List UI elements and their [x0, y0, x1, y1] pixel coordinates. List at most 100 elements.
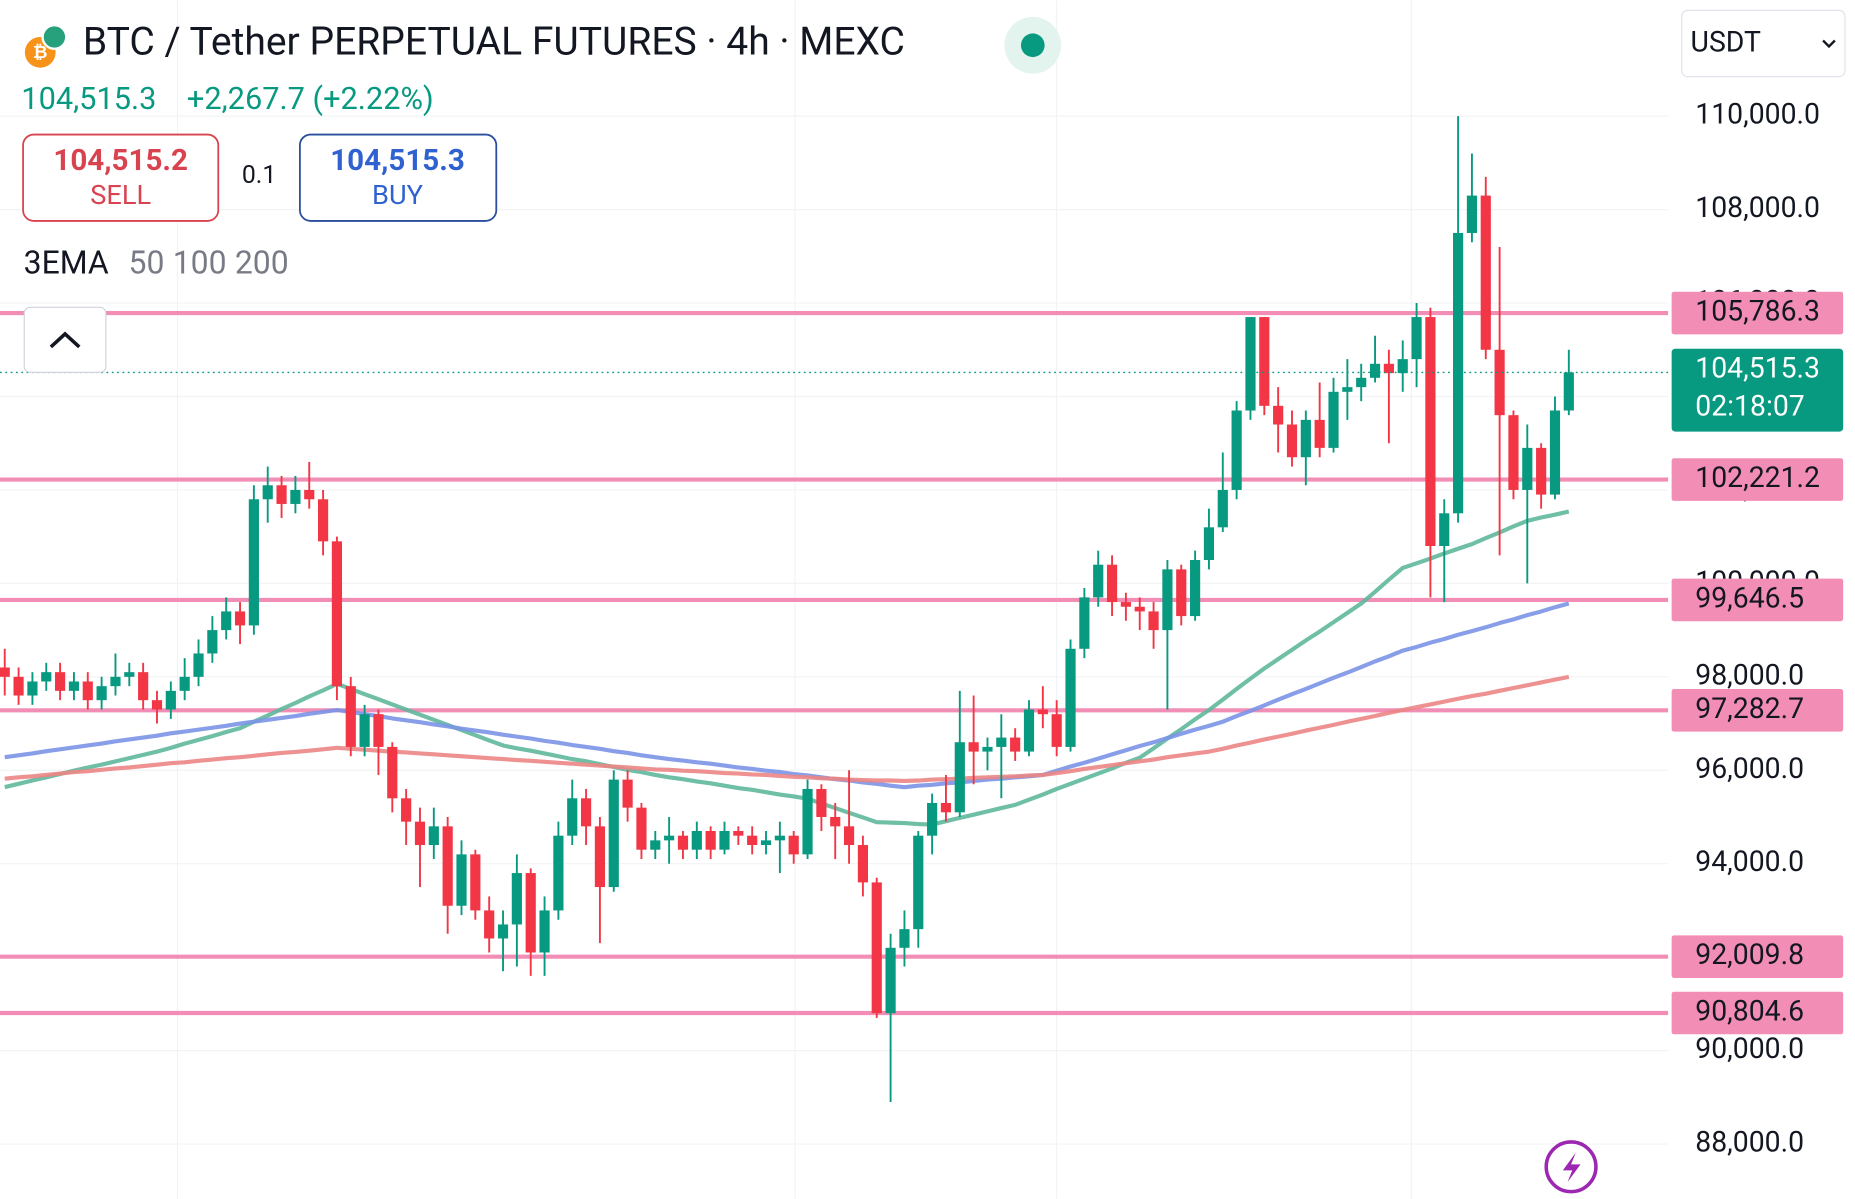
candle-body: [913, 835, 924, 930]
y-tick-label: 90,000.0: [1695, 1032, 1804, 1065]
candle-body: [788, 835, 799, 855]
candle-body: [816, 788, 827, 817]
candle-body: [1356, 377, 1367, 388]
candle-body: [1023, 709, 1035, 752]
indicator-name: 3EMA: [24, 244, 109, 282]
candle-body: [193, 653, 204, 677]
price-axis: 88,000.090,000.092,000.094,000.096,000.0…: [1671, 98, 1844, 1159]
candle-body: [1065, 648, 1076, 747]
candle-body: [1411, 317, 1422, 360]
buy-button[interactable]: [299, 133, 498, 222]
level-label: 102,221.2: [1695, 461, 1820, 494]
candle-body: [677, 835, 689, 850]
candle-body: [262, 485, 273, 500]
candle-body: [622, 779, 633, 808]
candle-body: [1383, 363, 1394, 374]
candle-body: [567, 798, 578, 836]
candle-body: [525, 873, 536, 953]
candle-body: [221, 611, 232, 631]
candle-body: [1328, 391, 1339, 448]
candle-body: [1079, 597, 1090, 649]
legend-entry: 200: [235, 244, 289, 282]
candle-body: [484, 910, 495, 939]
candle-body: [553, 835, 564, 911]
candle-body: [636, 807, 647, 850]
candle-body: [982, 746, 993, 752]
candle-body: [1203, 527, 1215, 561]
candle-body: [331, 541, 343, 687]
y-tick-label: 96,000.0: [1695, 752, 1804, 785]
candle-body: [1425, 317, 1436, 547]
candle-body: [124, 672, 135, 677]
candle-body: [165, 690, 176, 710]
candle-body: [359, 714, 370, 747]
sell-label: SELL: [90, 179, 151, 211]
candle-body: [373, 714, 384, 747]
candle-body: [138, 672, 149, 701]
collapse-button[interactable]: [23, 306, 107, 373]
level-label: 90,804.6: [1695, 995, 1804, 1028]
candle-body: [0, 667, 10, 677]
candle-body: [885, 947, 896, 1014]
y-tick-label: 108,000.0: [1695, 191, 1820, 224]
candle-body: [442, 826, 453, 906]
currency: USDT: [1691, 26, 1761, 59]
candle-body: [151, 700, 163, 710]
candle-body: [996, 737, 1007, 747]
candle-body: [871, 882, 882, 1014]
candle-body: [428, 826, 439, 846]
dropdown-icon: [1822, 39, 1836, 49]
candle-body: [1190, 560, 1201, 617]
candle-body: [580, 798, 592, 827]
candle-body: [276, 485, 287, 504]
candle-body: [27, 681, 38, 696]
candle-body: [1453, 232, 1464, 514]
tether-icon: [41, 23, 68, 50]
candle-body: [1439, 513, 1450, 547]
candle-body: [414, 821, 426, 846]
sell-button[interactable]: [22, 133, 220, 222]
level-label: 92,009.8: [1695, 938, 1804, 971]
candle-body: [1259, 317, 1270, 406]
candle-body: [1522, 447, 1533, 490]
candle-body: [1093, 564, 1104, 598]
currency-select[interactable]: [1681, 9, 1846, 78]
candle-body: [705, 831, 716, 850]
candle-body: [594, 826, 606, 888]
collapse-icon: [49, 331, 81, 349]
candle-body: [843, 826, 855, 846]
candle-body: [1286, 424, 1298, 458]
candle-body: [1134, 606, 1145, 612]
last-price: 104,515.3: [21, 80, 156, 117]
candle-body: [830, 816, 841, 827]
candle-body: [1480, 195, 1491, 350]
candle-body: [248, 499, 259, 626]
candle-body: [664, 835, 675, 841]
candle-body: [719, 831, 730, 850]
candle-body: [747, 835, 758, 846]
candle-body: [1369, 363, 1381, 378]
buy-price: 104,515.3: [330, 144, 465, 178]
candle-body: [1300, 419, 1311, 458]
candle-body: [1549, 410, 1561, 495]
candle-body: [1397, 359, 1408, 374]
candle-body: [857, 845, 868, 883]
candle-body: [110, 676, 121, 687]
candle-body: [1273, 405, 1284, 425]
candle-body: [760, 840, 772, 846]
legend-entry: 50: [129, 244, 165, 282]
candle-body: [968, 742, 979, 752]
candle-body: [1536, 447, 1547, 495]
candle-body: [1231, 410, 1242, 490]
candle-body: [1162, 569, 1173, 631]
legend-entry: 100: [173, 244, 227, 282]
candle-body: [899, 929, 910, 948]
candle-body: [234, 611, 246, 626]
candle-body: [733, 831, 744, 836]
buy-label: BUY: [372, 179, 424, 211]
candle-body: [608, 779, 619, 888]
y-tick-label: 110,000.0: [1695, 98, 1820, 131]
candle-body: [1010, 737, 1021, 752]
candle-body: [1120, 602, 1131, 607]
